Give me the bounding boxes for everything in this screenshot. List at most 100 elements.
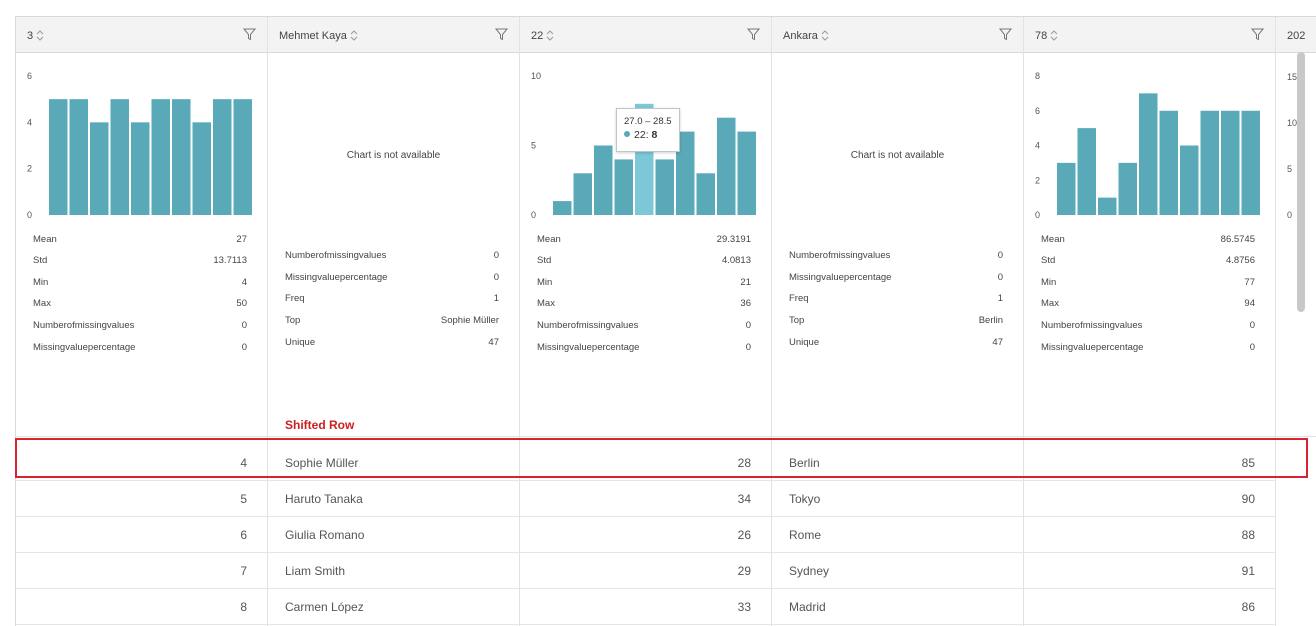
histogram-bar[interactable]: [696, 173, 716, 215]
table-cell[interactable]: 88: [1024, 517, 1275, 553]
table-cell[interactable]: 33: [520, 589, 771, 625]
table-cell[interactable]: Giulia Romano: [268, 517, 519, 553]
table-cell[interactable]: 28: [520, 445, 771, 481]
filter-icon[interactable]: [243, 28, 256, 41]
table-cell[interactable]: Berlin: [772, 445, 1023, 481]
sort-icon[interactable]: [821, 30, 829, 41]
histogram-bar[interactable]: [573, 173, 593, 215]
table-cell[interactable]: 90: [1024, 481, 1275, 517]
column-header[interactable]: 3: [16, 17, 267, 53]
table-cell[interactable]: 5: [16, 481, 267, 517]
table-cell[interactable]: Rome: [772, 517, 1023, 553]
table-cell[interactable]: 34: [520, 481, 771, 517]
column-4: Ankara Chart is not available Numberofmi…: [772, 17, 1024, 626]
axis-tick: 0: [27, 210, 32, 220]
stat-row-missing-count: Numberofmissingvalues 0: [537, 320, 751, 331]
stat-row-std: Std 4.8756: [1041, 255, 1255, 266]
stat-row-missing-count: Numberofmissingvalues 0: [33, 320, 247, 331]
histogram-bar[interactable]: [49, 99, 68, 215]
histogram-bar[interactable]: [676, 131, 695, 215]
stat-row-max: Max 50: [33, 298, 247, 309]
column-header[interactable]: 22: [520, 17, 771, 53]
histogram-bar[interactable]: [1159, 110, 1179, 215]
column-header-label: 3: [27, 30, 34, 42]
table-cell[interactable]: Sophie Müller: [268, 445, 519, 481]
histogram-bar[interactable]: [213, 99, 232, 215]
sort-icon[interactable]: [546, 30, 554, 41]
stat-row-mean: Mean 86.5745: [1041, 234, 1255, 245]
histogram-bar[interactable]: [1180, 145, 1199, 216]
shifted-row-label: Shifted Row: [285, 418, 355, 432]
filter-icon[interactable]: [747, 28, 760, 41]
histogram-bar[interactable]: [151, 99, 171, 215]
histogram-bar[interactable]: [90, 122, 109, 215]
filter-icon[interactable]: [495, 28, 508, 41]
stat-row-unique: Unique 47: [789, 337, 1003, 348]
histogram-bar[interactable]: [655, 159, 675, 215]
table-cell[interactable]: Haruto Tanaka: [268, 481, 519, 517]
column-2: Mehmet Kaya Chart is not available Numbe…: [268, 17, 520, 626]
histogram-bar[interactable]: [1221, 110, 1240, 215]
histogram-bar[interactable]: [553, 201, 572, 215]
table-cell[interactable]: 6: [16, 517, 267, 553]
histogram-bar[interactable]: [1118, 162, 1138, 215]
histogram-bar[interactable]: [737, 131, 757, 215]
column-header[interactable]: 78: [1024, 17, 1275, 53]
table-cell[interactable]: 91: [1024, 553, 1275, 589]
histogram-bar[interactable]: [594, 145, 613, 216]
histogram-bar[interactable]: [1098, 197, 1117, 215]
stat-row-unique: Unique 47: [285, 337, 499, 348]
sort-icon[interactable]: [350, 30, 358, 41]
table-cell[interactable]: 29: [520, 553, 771, 589]
axis-tick: 2: [1035, 175, 1040, 185]
column-header[interactable]: Ankara: [772, 17, 1023, 53]
table-cell[interactable]: Madrid: [772, 589, 1023, 625]
histogram-bar[interactable]: [69, 99, 89, 215]
histogram-bar[interactable]: [172, 99, 191, 215]
stat-row-top: Top Berlin: [789, 315, 1003, 326]
table-cell[interactable]: 85: [1024, 445, 1275, 481]
chart-tooltip: 27.0 – 28.5 22: 8: [616, 108, 680, 152]
histogram-bar[interactable]: [1200, 110, 1220, 215]
stat-row-missing-pct: Missingvaluepercentage 0: [537, 342, 751, 353]
stat-row-std: Std 13.7113: [33, 255, 247, 266]
histogram-bar[interactable]: [131, 122, 150, 215]
filter-icon[interactable]: [1251, 28, 1264, 41]
histogram-bar[interactable]: [717, 117, 736, 215]
table-cell[interactable]: 8: [16, 589, 267, 625]
sort-icon[interactable]: [1050, 30, 1058, 41]
column-header[interactable]: Mehmet Kaya: [268, 17, 519, 53]
vertical-scrollbar[interactable]: [1297, 52, 1305, 312]
column-6: 202 15 10 5 0: [1276, 17, 1316, 626]
axis-tick: 10: [1287, 118, 1298, 128]
histogram-bar[interactable]: [614, 159, 634, 215]
table-cell[interactable]: 86: [1024, 589, 1275, 625]
table-cell[interactable]: 4: [16, 445, 267, 481]
histogram-bar[interactable]: [1139, 93, 1158, 215]
histogram-chart: 0 2 4 6 8: [1035, 71, 1261, 220]
histogram-bar[interactable]: [1241, 110, 1261, 215]
histogram-bar[interactable]: [110, 99, 130, 215]
column-summary: 0 2 4 6 Mean 27 Std 13.7113 Min 4 Max 50 Number…: [16, 53, 267, 437]
histogram-bar[interactable]: [192, 122, 212, 215]
histogram-bar[interactable]: [233, 99, 253, 215]
table-cell[interactable]: 26: [520, 517, 771, 553]
stat-row-missing-count: Numberofmissingvalues 0: [1041, 320, 1255, 331]
histogram-bar[interactable]: [1077, 128, 1097, 215]
stat-row-mean: Mean 29.3191: [537, 234, 751, 245]
axis-tick: 6: [27, 71, 32, 81]
table-cell[interactable]: Tokyo: [772, 481, 1023, 517]
table-cell[interactable]: Liam Smith: [268, 553, 519, 589]
filter-icon[interactable]: [999, 28, 1012, 41]
stat-row-top: Top Sophie Müller: [285, 315, 499, 326]
column-header-label: Ankara: [783, 30, 818, 42]
column-header[interactable]: 202: [1276, 17, 1316, 53]
histogram-bar[interactable]: [1057, 162, 1076, 215]
table-cell[interactable]: Carmen López: [268, 589, 519, 625]
axis-tick: 5: [1287, 164, 1293, 174]
axis-tick: 10: [531, 71, 541, 81]
sort-icon[interactable]: [36, 30, 44, 41]
table-cell[interactable]: 7: [16, 553, 267, 589]
table-cell[interactable]: Sydney: [772, 553, 1023, 589]
